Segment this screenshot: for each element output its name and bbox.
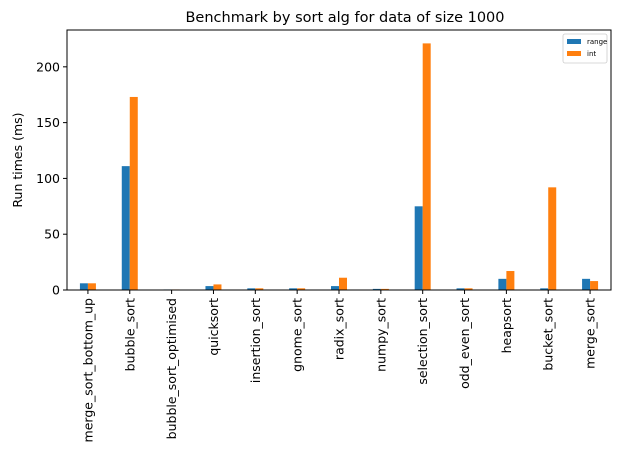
bar-range-insertion-sort bbox=[247, 288, 256, 290]
bar-int-merge-sort-bottom-up bbox=[87, 283, 96, 290]
x-tick-label-heapsort: heapsort bbox=[499, 298, 514, 354]
bar-range-bubble-sort bbox=[121, 166, 130, 290]
plot-frame bbox=[66, 29, 612, 291]
bar-range-numpy-sort bbox=[372, 288, 381, 290]
bar-range-merge-sort-bottom-up bbox=[79, 283, 88, 290]
bar-int-numpy-sort bbox=[380, 288, 389, 290]
x-tick-label-quicksort: quicksort bbox=[206, 298, 221, 356]
bar-int-quicksort bbox=[213, 284, 222, 290]
bar-int-merge-sort bbox=[590, 281, 599, 290]
x-tick-label-bucket-sort: bucket_sort bbox=[541, 298, 556, 371]
chart-title: Benchmark by sort alg for data of size 1… bbox=[185, 10, 504, 26]
bar-range-gnome-sort bbox=[289, 288, 298, 290]
y-tick-label: 50 bbox=[44, 227, 60, 242]
x-tick-label-bubble-sort-optimised: bubble_sort_optimised bbox=[164, 298, 179, 439]
x-tick-label-bubble-sort: bubble_sort bbox=[122, 298, 137, 371]
y-tick-label: 100 bbox=[36, 171, 60, 186]
x-axis-ticks: merge_sort_bottom_up bubble_sort bubble_so… bbox=[80, 290, 598, 442]
x-tick-label-odd-even-sort: odd_even_sort bbox=[457, 298, 472, 389]
legend: range int bbox=[562, 33, 608, 64]
legend-swatch-int bbox=[567, 51, 581, 56]
y-tick-label: 0 bbox=[52, 283, 60, 298]
x-tick-label-gnome-sort: gnome_sort bbox=[290, 298, 305, 372]
bar-int-odd-even-sort bbox=[464, 288, 473, 290]
x-tick-label-selection-sort: selection_sort bbox=[415, 298, 430, 385]
bar-int-heapsort bbox=[506, 271, 515, 290]
bar-int-bubble-sort bbox=[129, 96, 138, 290]
legend-swatch-range bbox=[567, 39, 581, 44]
bar-range-odd-even-sort bbox=[456, 288, 465, 290]
y-axis-ticks: 0 50 100 150 200 bbox=[36, 59, 67, 298]
bar-range-quicksort bbox=[205, 286, 214, 290]
x-tick-label-merge-sort: merge_sort bbox=[583, 298, 598, 369]
x-tick-label-merge-sort-bottom-up: merge_sort_bottom_up bbox=[80, 298, 95, 442]
y-axis-label: Run times (ms) bbox=[10, 112, 25, 207]
x-tick-label-insertion-sort: insertion_sort bbox=[248, 298, 263, 383]
x-tick-label-numpy-sort: numpy_sort bbox=[373, 298, 388, 372]
bar-int-bucket-sort bbox=[548, 187, 557, 290]
bar-int-insertion-sort bbox=[255, 288, 264, 290]
x-tick-label-radix-sort: radix_sort bbox=[332, 298, 347, 360]
y-tick-label: 150 bbox=[36, 115, 60, 130]
bar-range-merge-sort bbox=[582, 278, 591, 290]
bars bbox=[79, 43, 599, 291]
bar-int-selection-sort bbox=[422, 43, 431, 290]
bar-int-gnome-sort bbox=[297, 288, 306, 290]
y-tick-label: 200 bbox=[36, 59, 60, 74]
bar-range-selection-sort bbox=[414, 206, 423, 290]
bar-range-heapsort bbox=[498, 278, 507, 290]
bar-int-radix-sort bbox=[339, 277, 347, 290]
legend-label-range: range bbox=[587, 38, 607, 46]
bar-range-bucket-sort bbox=[540, 288, 549, 290]
bar-range-radix-sort bbox=[331, 286, 339, 290]
legend-label-int: int bbox=[587, 50, 596, 58]
